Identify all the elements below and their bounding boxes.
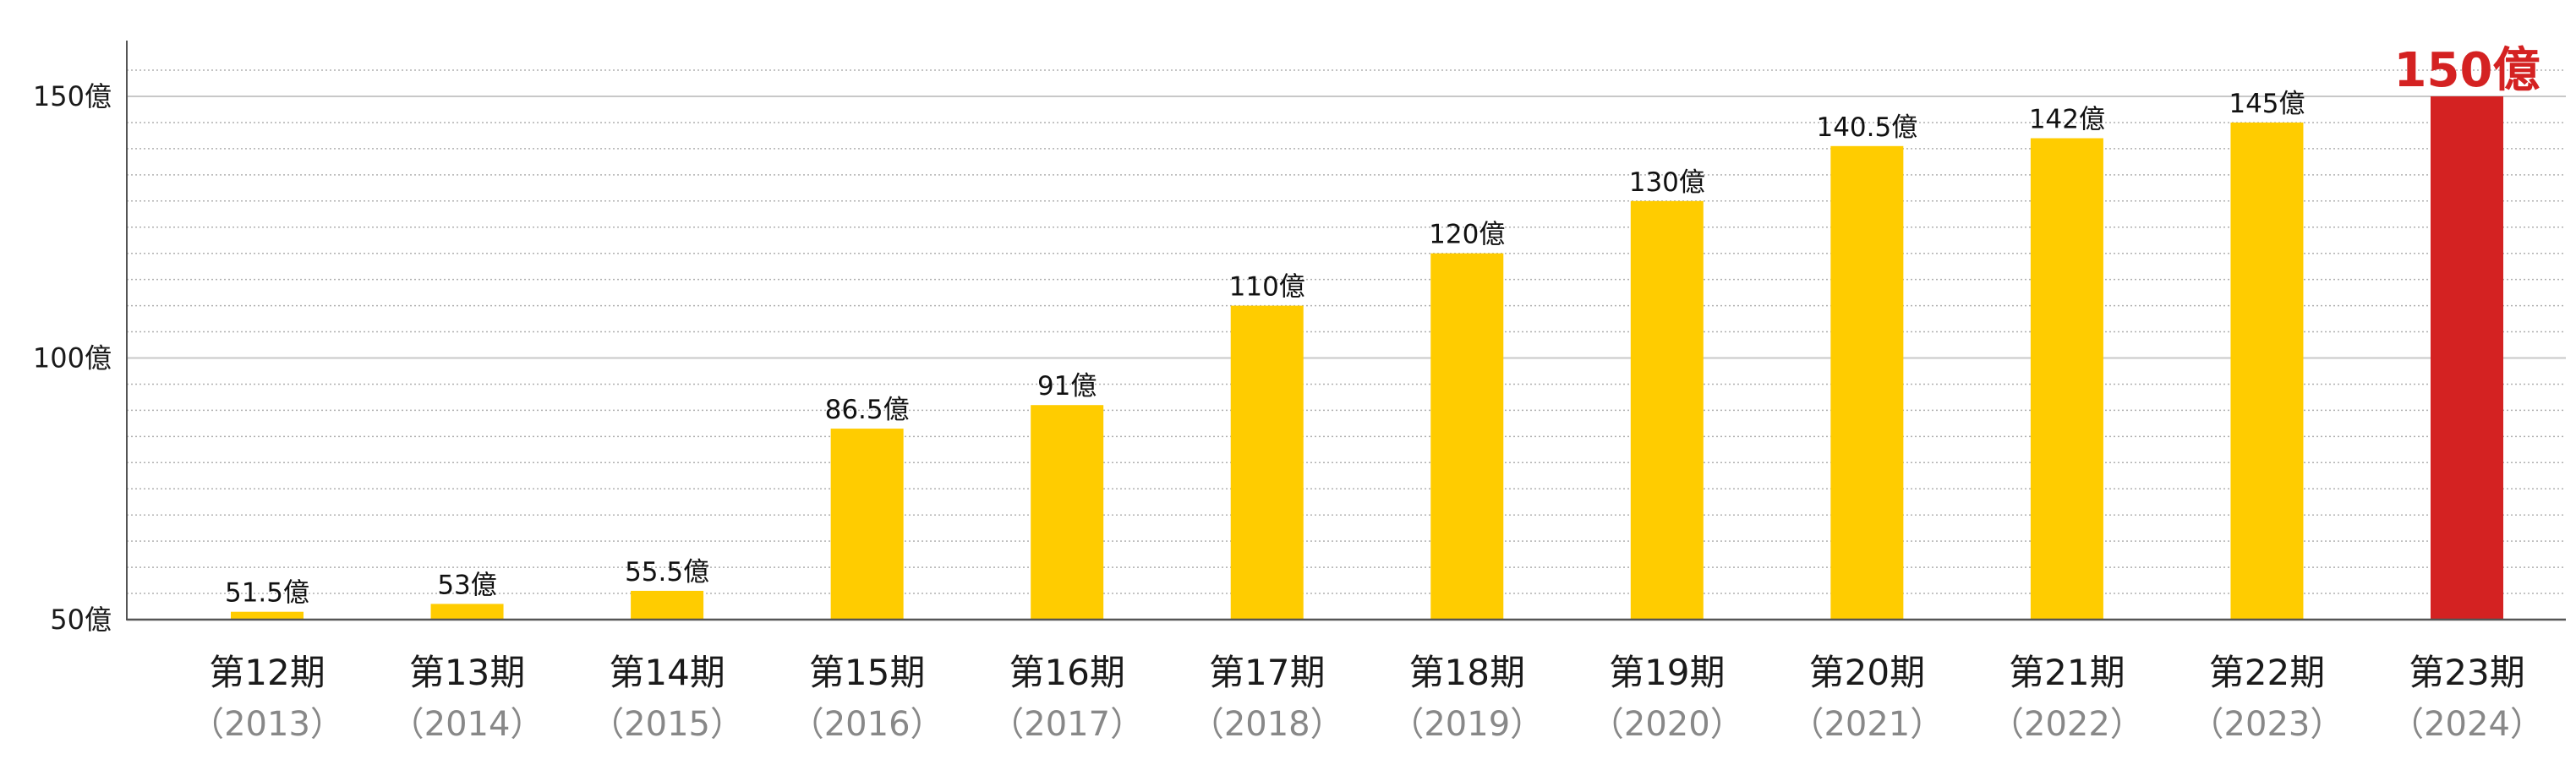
bar	[830, 429, 904, 620]
x-year-label: （2016）	[790, 705, 944, 744]
x-category-label: 第14期	[609, 652, 725, 693]
bar	[1430, 253, 1504, 620]
y-tick-label: 150億	[33, 80, 112, 112]
bar-highlight	[2431, 96, 2503, 620]
bar	[1630, 200, 1704, 620]
data-label: 145億	[2229, 89, 2305, 119]
x-year-label: （2021）	[1790, 705, 1944, 744]
x-year-label: （2015）	[590, 705, 744, 744]
x-category-label: 第15期	[809, 652, 925, 693]
data-label: 86.5億	[825, 395, 910, 425]
data-label: 91億	[1037, 371, 1097, 402]
y-tick-label: 100億	[33, 342, 112, 374]
data-label: 53億	[437, 570, 496, 600]
x-year-label: （2017）	[990, 705, 1144, 744]
x-year-label: （2022）	[1990, 705, 2144, 744]
x-category-label: 第16期	[1009, 652, 1124, 693]
data-labels: 51.5億 53億 55.5億 86.5億 91億 110億 120億 130億 140.5億 1…	[225, 43, 2540, 609]
bar	[2030, 138, 2103, 620]
data-label: 142億	[2029, 105, 2105, 135]
data-label: 130億	[1629, 167, 1705, 198]
x-category-label: 第13期	[409, 652, 525, 693]
data-label-highlight: 150億	[2394, 43, 2540, 98]
x-year-label: （2024）	[2390, 705, 2544, 744]
x-category-label: 第12期	[209, 652, 325, 693]
x-year-label: （2018）	[1190, 705, 1344, 744]
y-tick-label: 50億	[50, 604, 112, 636]
bar	[430, 604, 504, 620]
x-category-label: 第20期	[1809, 652, 1925, 693]
x-year-label: （2019）	[1390, 705, 1544, 744]
bar	[2230, 122, 2304, 620]
x-year-label: （2023）	[2190, 705, 2344, 744]
x-category-label: 第19期	[1609, 652, 1725, 693]
data-label: 51.5億	[225, 578, 309, 609]
x-year-label: （2013）	[190, 705, 344, 744]
bar	[1230, 305, 1304, 620]
x-category-label: 第21期	[2009, 652, 2125, 693]
data-label: 55.5億	[625, 557, 709, 587]
data-label: 120億	[1429, 220, 1505, 250]
bar	[231, 611, 304, 620]
bars	[231, 96, 2503, 620]
x-category-label: 第22期	[2209, 652, 2325, 693]
x-category-label: 第18期	[1409, 652, 1525, 693]
bar	[631, 590, 704, 620]
x-year-label: （2020）	[1590, 705, 1744, 744]
y-tick-labels: 50億 100億 150億	[33, 80, 112, 636]
axes	[126, 41, 2566, 621]
x-category-label: 第23期	[2409, 652, 2524, 693]
x-tick-labels: 第12期 （2013） 第13期 （2014） 第14期 （2015） 第15期 （2016）…	[190, 652, 2544, 744]
bar	[1830, 145, 1904, 620]
grid-lines	[127, 69, 2566, 594]
data-label: 140.5億	[1816, 112, 1917, 143]
data-label: 110億	[1229, 272, 1305, 303]
x-year-label: （2014）	[391, 705, 544, 744]
x-category-label: 第17期	[1209, 652, 1325, 693]
bar	[1031, 405, 1104, 620]
